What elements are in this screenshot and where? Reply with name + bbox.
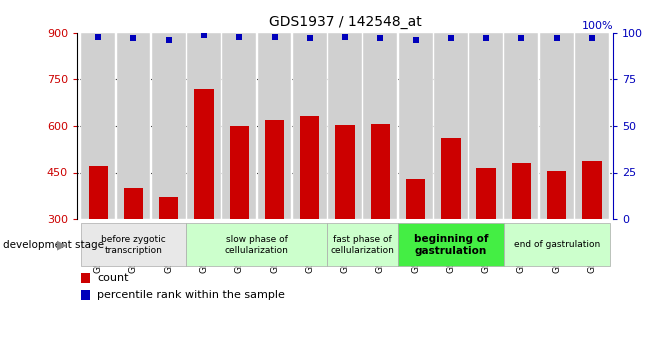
Text: before zygotic
transcription: before zygotic transcription [101,235,166,255]
FancyBboxPatch shape [328,33,362,219]
Point [410,38,421,43]
Point [551,36,562,41]
FancyBboxPatch shape [81,33,115,219]
Bar [582,161,602,219]
Bar [88,166,108,219]
FancyBboxPatch shape [187,33,221,219]
FancyBboxPatch shape [398,224,504,266]
FancyBboxPatch shape [186,224,328,266]
Bar [441,138,460,219]
Bar [265,120,284,219]
Bar [371,124,390,219]
FancyBboxPatch shape [399,33,433,219]
Bar [547,171,566,219]
Text: development stage: development stage [3,240,105,250]
Text: percentile rank within the sample: percentile rank within the sample [97,290,285,300]
Point [516,36,527,41]
Bar [230,126,249,219]
FancyBboxPatch shape [80,224,186,266]
FancyBboxPatch shape [257,33,291,219]
FancyBboxPatch shape [540,33,574,219]
Text: slow phase of
cellularization: slow phase of cellularization [225,235,289,255]
Point [375,36,386,41]
Bar [512,163,531,219]
Bar [194,89,214,219]
Point [446,36,456,41]
Bar [80,290,90,300]
FancyBboxPatch shape [152,33,186,219]
Point [586,36,597,41]
Bar [124,188,143,219]
Point [304,36,315,41]
Point [128,36,139,41]
Bar [336,125,354,219]
Bar [406,179,425,219]
Text: ▶: ▶ [58,238,67,252]
Point [163,38,174,43]
FancyBboxPatch shape [363,33,397,219]
Bar [476,168,496,219]
Text: count: count [97,273,129,283]
FancyBboxPatch shape [469,33,503,219]
FancyBboxPatch shape [328,224,398,266]
Text: 100%: 100% [582,21,613,31]
FancyBboxPatch shape [575,33,609,219]
Point [234,34,245,39]
Point [93,34,104,39]
Text: end of gastrulation: end of gastrulation [513,240,600,249]
Text: beginning of
gastrulation: beginning of gastrulation [413,234,488,256]
FancyBboxPatch shape [505,33,538,219]
Bar [300,116,320,219]
FancyBboxPatch shape [293,33,327,219]
Point [269,34,280,39]
FancyBboxPatch shape [222,33,256,219]
FancyBboxPatch shape [117,33,150,219]
Text: fast phase of
cellularization: fast phase of cellularization [331,235,395,255]
Point [198,32,209,37]
Point [481,36,492,41]
Point [340,34,350,39]
Bar [159,197,178,219]
FancyBboxPatch shape [434,33,468,219]
Bar [80,273,90,283]
Title: GDS1937 / 142548_at: GDS1937 / 142548_at [269,15,421,29]
FancyBboxPatch shape [504,224,610,266]
